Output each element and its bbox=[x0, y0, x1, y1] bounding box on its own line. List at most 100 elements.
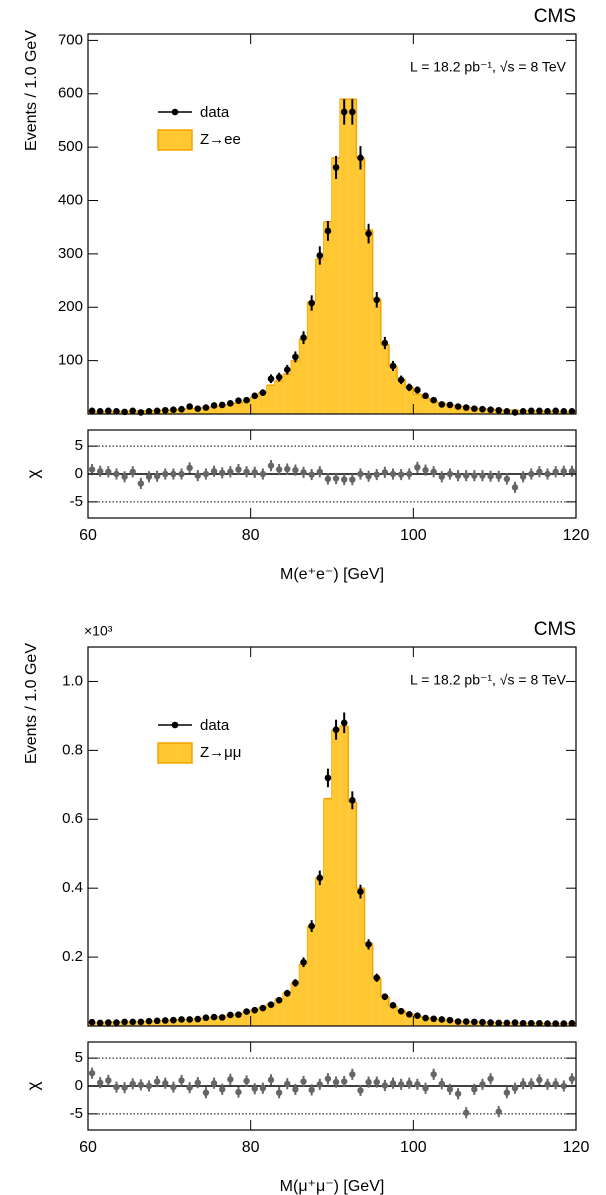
legend-swatch bbox=[157, 742, 193, 764]
data-point bbox=[503, 1019, 511, 1027]
x-tick-label: 100 bbox=[400, 1139, 427, 1156]
pull-point bbox=[503, 1089, 511, 1096]
data-point bbox=[129, 1018, 137, 1026]
histogram-bin bbox=[340, 726, 349, 1026]
pull-point bbox=[463, 1109, 470, 1116]
histogram-bin bbox=[275, 999, 284, 1026]
x-tick-label: 60 bbox=[79, 527, 97, 544]
data-point bbox=[552, 1020, 559, 1027]
pull-point bbox=[568, 468, 576, 475]
pull-point bbox=[487, 1075, 494, 1082]
data-point bbox=[471, 405, 478, 412]
x-tick-label: 80 bbox=[242, 1139, 260, 1156]
data-point bbox=[536, 407, 543, 415]
pull-point bbox=[194, 472, 201, 479]
data-point bbox=[462, 1018, 470, 1025]
pull-point bbox=[381, 1082, 389, 1089]
data-point bbox=[137, 1018, 145, 1026]
data-point bbox=[161, 1017, 169, 1024]
pull-point bbox=[178, 470, 185, 478]
data-point bbox=[560, 408, 568, 415]
data-point bbox=[332, 726, 340, 733]
data-point bbox=[357, 154, 364, 162]
pull-point bbox=[373, 1078, 380, 1086]
histogram-bin bbox=[242, 1012, 251, 1026]
histogram-bin bbox=[258, 392, 267, 414]
pull-point bbox=[357, 470, 364, 478]
data-point bbox=[357, 888, 364, 895]
histogram-bin bbox=[380, 344, 389, 414]
y-axis-label: Events / 1.0 GeV bbox=[23, 30, 40, 151]
x-tick-label: 80 bbox=[242, 527, 260, 544]
histogram-bin bbox=[234, 402, 243, 414]
histogram-bin bbox=[332, 157, 341, 414]
histogram-bin bbox=[185, 408, 194, 414]
pull-point bbox=[300, 469, 307, 476]
pull-point bbox=[235, 466, 242, 473]
pull-point bbox=[528, 470, 535, 478]
histogram-bin bbox=[250, 1010, 259, 1026]
pull-point bbox=[349, 476, 356, 483]
legend-label: data bbox=[200, 717, 230, 734]
data-point bbox=[511, 1019, 519, 1026]
data-point bbox=[511, 409, 519, 416]
pull-point bbox=[365, 473, 372, 480]
data-point bbox=[186, 1016, 193, 1023]
data-point bbox=[422, 392, 429, 400]
data-point bbox=[202, 404, 210, 411]
pull-point bbox=[560, 1082, 567, 1090]
y-tick-label: 500 bbox=[58, 138, 83, 155]
pull-point bbox=[397, 1081, 405, 1088]
y-tick-label: 400 bbox=[58, 191, 83, 208]
data-point bbox=[373, 296, 381, 304]
y-tick-label: 0.8 bbox=[62, 741, 83, 758]
data-point bbox=[373, 974, 381, 982]
data-point bbox=[381, 339, 389, 347]
histogram-bin bbox=[283, 992, 292, 1026]
pull-point bbox=[227, 1076, 234, 1083]
data-point bbox=[519, 1019, 527, 1027]
data-point bbox=[308, 922, 315, 930]
pull-point bbox=[430, 468, 437, 475]
data-point bbox=[235, 1011, 242, 1018]
plot-frame bbox=[87, 646, 577, 1027]
histogram-bin bbox=[348, 99, 357, 414]
pull-point bbox=[219, 1086, 226, 1093]
histogram-bin bbox=[356, 157, 365, 414]
pull-point bbox=[438, 473, 445, 480]
data-point bbox=[202, 1014, 210, 1022]
pull-point bbox=[471, 472, 478, 479]
data-point bbox=[495, 1019, 503, 1027]
pull-point bbox=[341, 476, 348, 483]
pull-point bbox=[422, 466, 429, 474]
pull-point bbox=[88, 466, 96, 473]
data-point bbox=[405, 1010, 413, 1018]
data-point bbox=[153, 407, 161, 415]
histogram-bin bbox=[340, 99, 349, 414]
pull-point bbox=[495, 473, 502, 480]
data-point bbox=[430, 1015, 437, 1023]
pull-point bbox=[219, 469, 226, 477]
pull-point bbox=[316, 468, 323, 475]
data-point bbox=[503, 408, 511, 415]
pull-point bbox=[121, 473, 128, 480]
data-point bbox=[454, 1018, 462, 1025]
histogram-bin bbox=[413, 1016, 422, 1026]
x-tick-label: 120 bbox=[563, 527, 590, 544]
pull-point bbox=[414, 1081, 421, 1088]
pull-point bbox=[170, 470, 177, 478]
data-point bbox=[259, 389, 267, 396]
annotation: L = 18.2 pb⁻¹, √s = 8 TeV bbox=[410, 672, 567, 688]
y-tick-label: 0 bbox=[75, 1077, 83, 1094]
pull-point bbox=[341, 1078, 348, 1085]
data-point bbox=[397, 1007, 405, 1015]
legend-marker bbox=[171, 108, 179, 116]
pull-point bbox=[202, 470, 210, 478]
data-point bbox=[235, 397, 242, 404]
histogram-bin bbox=[234, 1013, 243, 1026]
pull-point bbox=[332, 475, 340, 482]
pull-point bbox=[568, 1075, 576, 1082]
annotation: L = 18.2 pb⁻¹, √s = 8 TeV bbox=[410, 59, 567, 75]
y-tick-label: 0.2 bbox=[62, 948, 83, 965]
